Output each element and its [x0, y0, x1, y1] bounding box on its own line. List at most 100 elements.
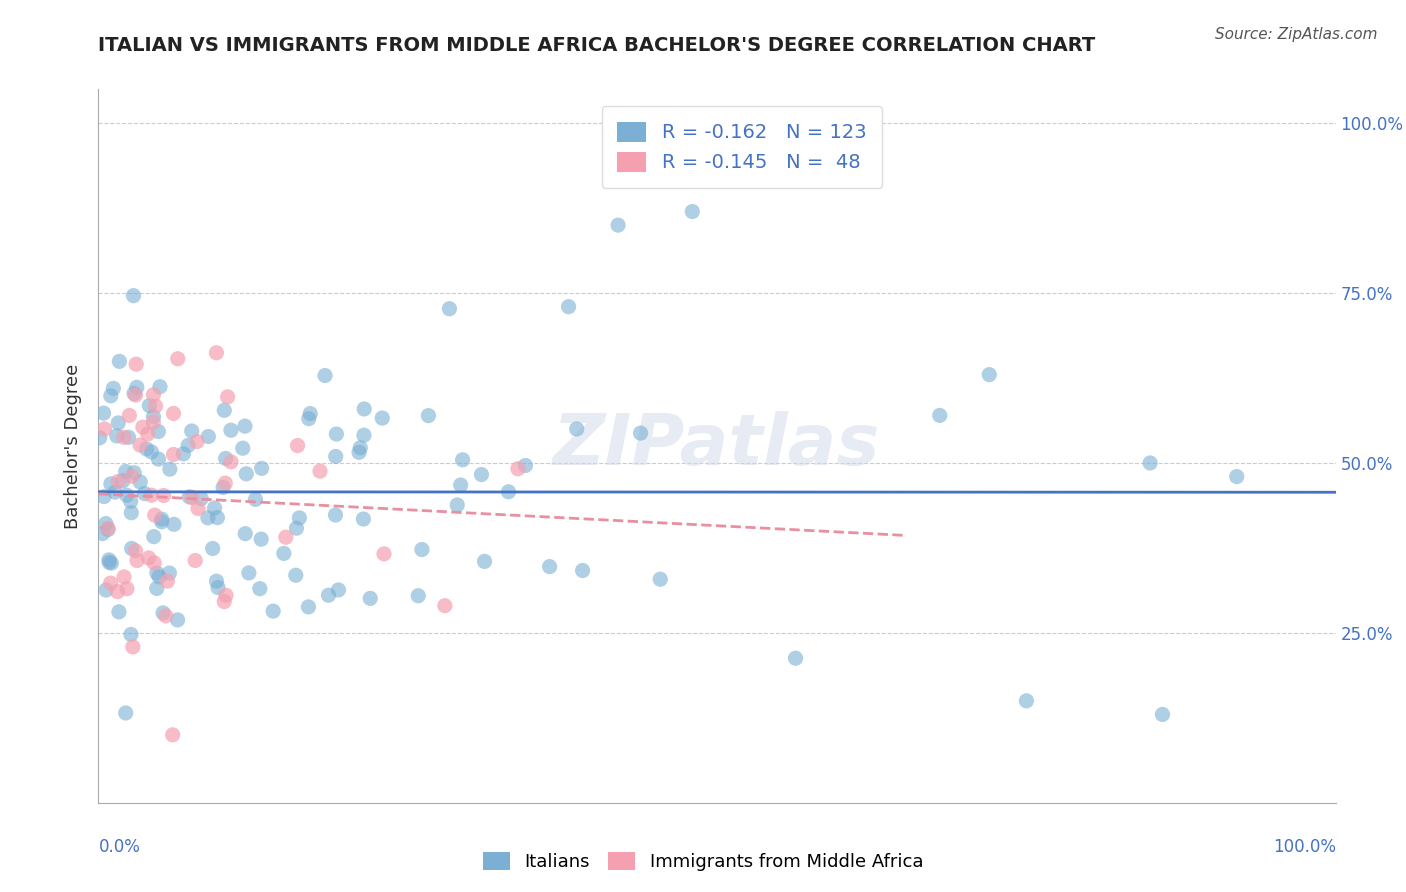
Point: [122, 288, 145, 302]
Point: [214, 403, 236, 417]
Point: [406, 589, 429, 603]
Point: [163, 517, 186, 532]
Point: [928, 409, 950, 423]
Point: [439, 301, 461, 316]
Point: [166, 613, 188, 627]
Point: [134, 486, 156, 500]
Point: [135, 442, 157, 456]
Point: [162, 448, 184, 462]
Point: [120, 506, 142, 520]
Point: [233, 419, 256, 434]
Point: [94, 582, 117, 597]
Point: [93, 490, 115, 504]
Point: [630, 426, 652, 441]
Point: [205, 345, 228, 359]
Point: [121, 541, 143, 556]
Point: [142, 409, 165, 424]
Point: [120, 494, 142, 508]
Point: [148, 425, 170, 439]
Point: [150, 512, 173, 526]
Point: [145, 399, 167, 413]
Point: [979, 368, 1001, 382]
Point: [250, 532, 273, 546]
Point: [353, 401, 375, 416]
Point: [205, 574, 228, 589]
Point: [122, 386, 145, 401]
Point: [93, 406, 115, 420]
Point: [124, 388, 146, 402]
Point: [470, 467, 492, 482]
Point: [353, 428, 375, 442]
Point: [349, 441, 371, 455]
Point: [328, 582, 350, 597]
Point: [111, 474, 134, 488]
Point: [571, 564, 593, 578]
Point: [120, 627, 142, 641]
Point: [121, 640, 143, 654]
Point: [215, 588, 238, 602]
Point: [299, 407, 322, 421]
Point: [121, 469, 143, 483]
Point: [100, 556, 122, 570]
Point: [98, 555, 121, 569]
Point: [250, 461, 273, 475]
Point: [352, 512, 374, 526]
Point: [148, 570, 170, 584]
Point: [298, 411, 321, 425]
Point: [114, 706, 136, 720]
Point: [143, 508, 166, 522]
Point: [214, 476, 236, 491]
Point: [1015, 694, 1038, 708]
Point: [506, 461, 529, 475]
Point: [285, 521, 308, 535]
Point: [235, 467, 257, 481]
Point: [122, 466, 145, 480]
Point: [162, 407, 184, 421]
Point: [98, 553, 121, 567]
Point: [1152, 707, 1174, 722]
Legend: R = -0.162   N = 123, R = -0.145   N =  48: R = -0.162 N = 123, R = -0.145 N = 48: [602, 106, 882, 188]
Point: [249, 582, 271, 596]
Point: [565, 422, 588, 436]
Point: [138, 399, 160, 413]
Point: [156, 574, 179, 588]
Point: [112, 570, 135, 584]
Point: [125, 380, 148, 394]
Point: [180, 424, 202, 438]
Point: [180, 491, 202, 505]
Y-axis label: Bachelor's Degree: Bachelor's Degree: [65, 363, 83, 529]
Point: [446, 498, 468, 512]
Text: 0.0%: 0.0%: [98, 838, 141, 855]
Point: [129, 438, 152, 452]
Point: [245, 492, 267, 507]
Point: [132, 420, 155, 434]
Point: [91, 526, 114, 541]
Point: [418, 409, 440, 423]
Point: [152, 606, 174, 620]
Point: [166, 351, 188, 366]
Point: [186, 434, 208, 449]
Point: [115, 488, 138, 502]
Point: [411, 542, 433, 557]
Point: [117, 430, 139, 444]
Point: [94, 516, 117, 531]
Text: 100.0%: 100.0%: [1272, 838, 1336, 855]
Text: Source: ZipAtlas.com: Source: ZipAtlas.com: [1215, 27, 1378, 42]
Point: [204, 500, 226, 515]
Point: [136, 426, 159, 441]
Point: [138, 550, 160, 565]
Point: [152, 488, 174, 502]
Point: [318, 588, 340, 602]
Point: [124, 543, 146, 558]
Point: [232, 441, 254, 455]
Point: [187, 501, 209, 516]
Point: [238, 566, 260, 580]
Point: [212, 594, 235, 608]
Point: [681, 204, 703, 219]
Point: [219, 423, 242, 437]
Point: [197, 511, 219, 525]
Point: [97, 523, 120, 537]
Point: [145, 582, 167, 596]
Point: [179, 490, 201, 504]
Point: [184, 553, 207, 567]
